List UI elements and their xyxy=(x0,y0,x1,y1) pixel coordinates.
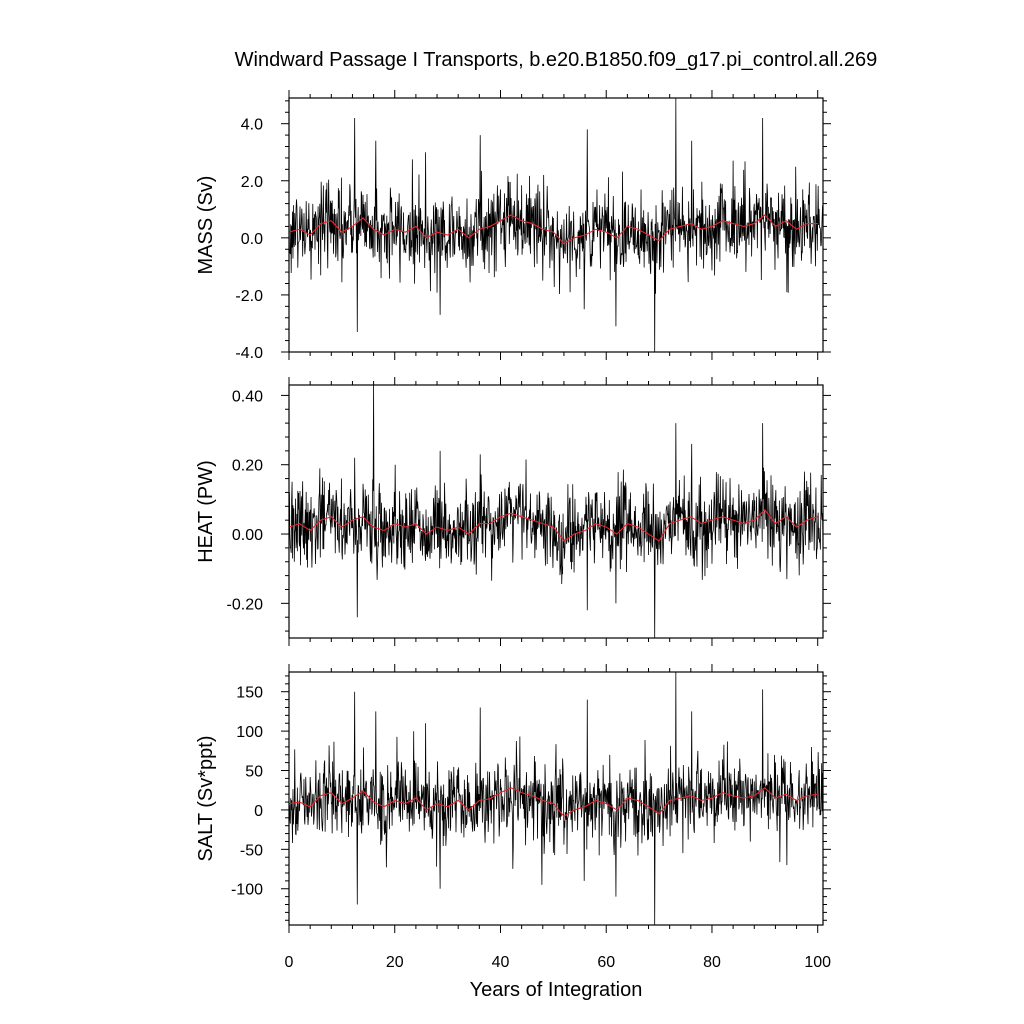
salt-ytick-label: 100 xyxy=(236,724,263,741)
salt-annual-mean-series xyxy=(289,787,818,817)
mass-ytick-label: 0.0 xyxy=(241,231,263,248)
mass-y-axis-label: MASS (Sv) xyxy=(195,176,217,275)
mass-panel: -4.0 -2.0 0.0 2.0 4.0 MASS (Sv) xyxy=(195,90,831,362)
salt-panel: -100 -50 0 50 100 150 SALT (Sv*ppt) 0 20 40 60 80 10… xyxy=(195,664,831,971)
xtick-label: 60 xyxy=(597,954,615,971)
salt-ytick-label: 150 xyxy=(236,685,263,702)
heat-monthly-series xyxy=(289,385,823,638)
salt-plot-frame xyxy=(288,671,824,926)
heat-annual-mean-series xyxy=(289,508,818,542)
xtick-label: 0 xyxy=(285,954,294,971)
mass-ytick-label: -4.0 xyxy=(235,345,263,362)
heat-ytick-label: 0.00 xyxy=(232,527,263,544)
xtick-label: 40 xyxy=(492,954,510,971)
salt-monthly-series xyxy=(289,672,823,925)
mass-plot-frame xyxy=(288,97,824,353)
heat-y-axis-label: HEAT (PW) xyxy=(195,460,217,563)
mass-ytick-label: -2.0 xyxy=(235,288,263,305)
mass-ytick-label: 2.0 xyxy=(241,174,263,191)
heat-ytick-label: 0.40 xyxy=(232,388,263,405)
xtick-label: 20 xyxy=(386,954,404,971)
heat-panel: -0.20 0.00 0.20 0.40 HEAT (PW) xyxy=(195,377,831,646)
salt-y-axis-label: SALT (Sv*ppt) xyxy=(195,736,217,862)
chart-title: Windward Passage I Transports, b.e20.B18… xyxy=(235,49,878,71)
heat-ytick-label: -0.20 xyxy=(227,596,264,613)
x-axis-label: Years of Integration xyxy=(470,979,643,1001)
salt-ytick-label: -50 xyxy=(240,842,263,859)
salt-ytick-label: 50 xyxy=(245,764,263,781)
mass-annual-mean-series xyxy=(289,214,818,245)
panels: -4.0 -2.0 0.0 2.0 4.0 MASS (Sv) -0.20 0.00 0.20 0… xyxy=(195,90,831,971)
salt-ytick-label: -100 xyxy=(231,882,263,899)
heat-plot-frame xyxy=(288,384,824,639)
mass-ytick-label: 4.0 xyxy=(241,117,263,134)
heat-ytick-label: 0.20 xyxy=(232,458,263,475)
salt-ytick-label: 0 xyxy=(254,803,263,820)
xtick-label: 80 xyxy=(703,954,721,971)
xtick-label: 100 xyxy=(804,954,831,971)
